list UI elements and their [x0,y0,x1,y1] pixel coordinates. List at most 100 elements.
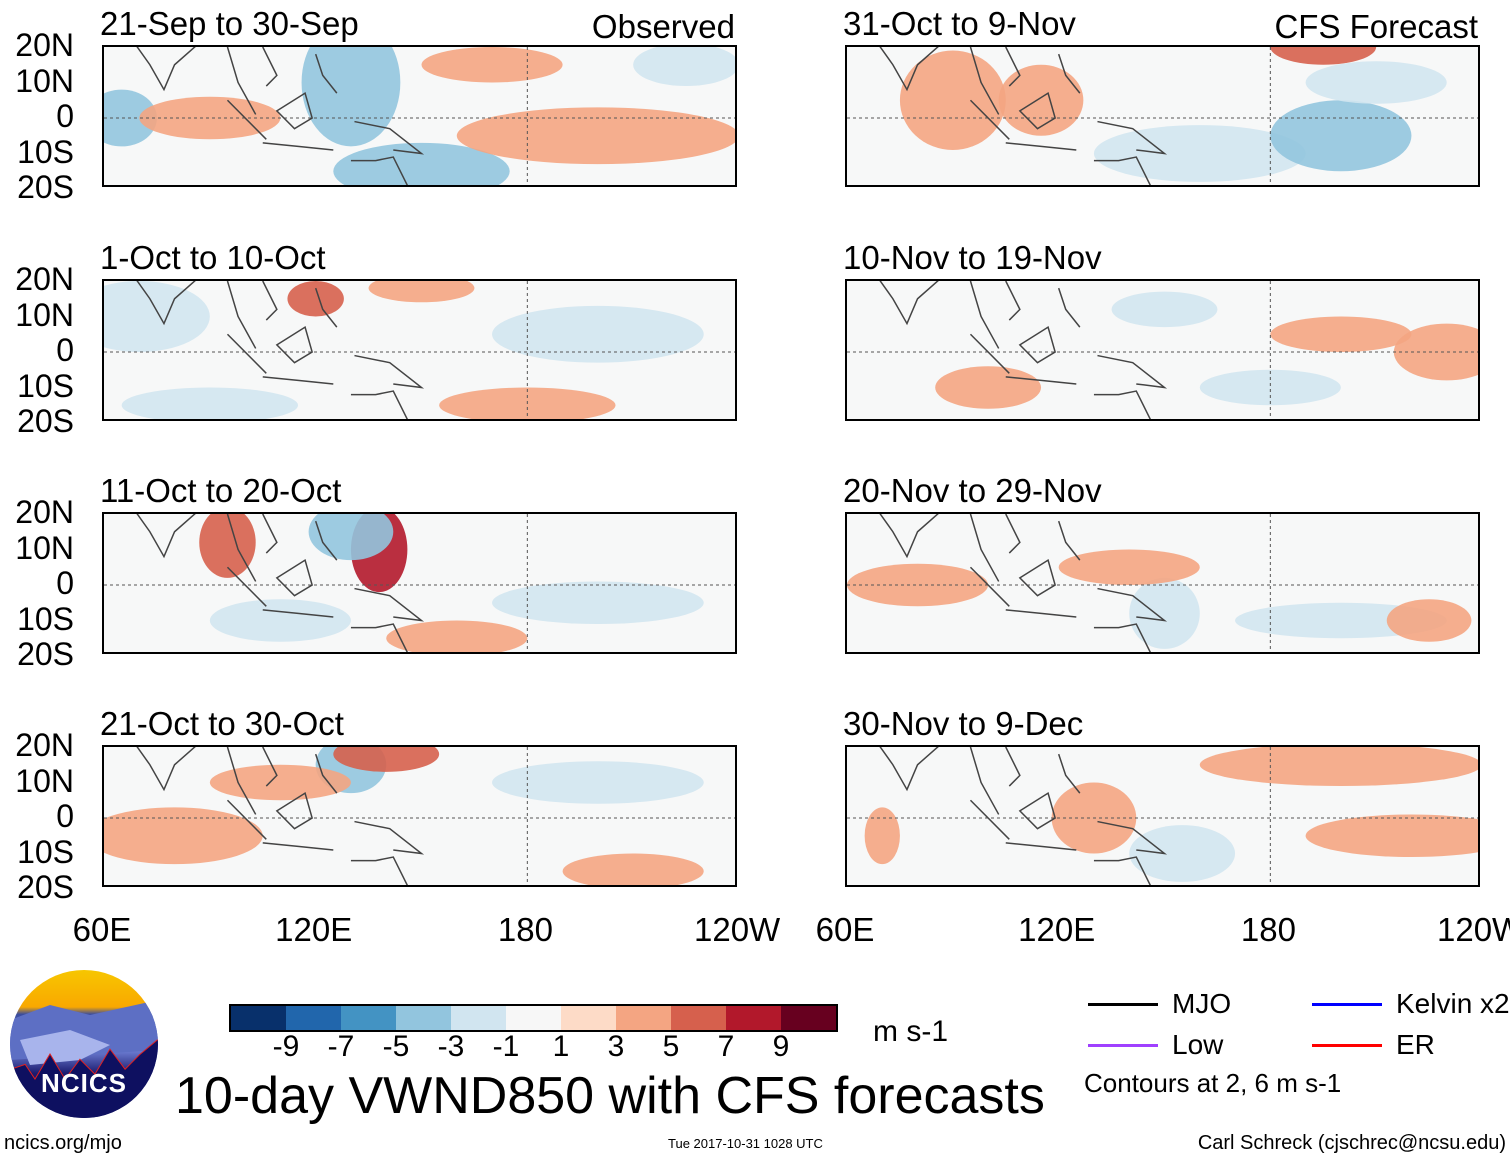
x-tick-label: 120E [1018,911,1096,948]
legend-label: ER [1396,1029,1435,1060]
x-tick-label: 180 [1240,911,1296,948]
colorbar-swatch [396,1006,451,1030]
anomaly-region [492,761,704,804]
y-tick-label: 10N [15,529,74,566]
panel-title: 21-Sep to 30-Sep [100,5,359,42]
y-tick-label: 20S [17,869,74,905]
panel-tag: Observed [591,8,735,45]
anomaly-region [633,47,735,87]
footer-author: Carl Schreck (cjschrec@ncsu.edu) [1197,1132,1506,1154]
legend-label: MJO [1172,988,1232,1019]
coastline [136,747,425,885]
legend-label: Kelvin x2 [1396,988,1510,1019]
panel-title: 1-Oct to 10-Oct [100,239,326,276]
x-tick-label: 60E [815,911,875,948]
anomaly-region [847,563,989,607]
colorbar-swatch [671,1006,726,1030]
y-tick-label: 20N [15,27,74,63]
anomaly-region [1386,599,1472,642]
y-tick-label: 20S [17,636,74,672]
map-panel [102,279,737,421]
coastline [879,281,1168,419]
colorbar-swatch [616,1006,671,1030]
colorbar-swatch [286,1006,341,1030]
panel-tag: CFS Forecast [1274,8,1478,45]
colorbar-tick: 1 [552,1030,570,1063]
y-tick-label: 10N [15,762,74,799]
coastline [879,747,1168,885]
footer-timestamp: Tue 2017-10-31 1028 UTC [668,1136,823,1151]
y-tick-label: 10N [15,62,74,99]
colorbar-tick: 3 [607,1030,625,1063]
x-tick-label: 120W [693,911,781,948]
colorbar [229,1004,838,1032]
anomaly-region [209,764,351,801]
coastline [136,281,425,419]
anomaly-region [998,64,1084,136]
map-panel [102,45,737,187]
anomaly-region [1305,61,1447,104]
anomaly-region [1199,747,1478,787]
y-tick-label: 20N [15,494,74,530]
y-tick-label: 10S [17,367,74,404]
colorbar-tick: 7 [717,1030,735,1063]
anomaly-region [1199,369,1341,406]
legend-line-er [1312,1044,1382,1047]
y-tick-label: 20N [15,261,74,297]
y-tick-label: 10S [17,833,74,870]
x-tick-label: 60E [72,911,132,948]
colorbar-swatch [506,1006,561,1030]
ncics-logo: NCICS [10,970,158,1118]
colorbar-tick: -3 [437,1030,465,1063]
colorbar-swatch [781,1006,836,1030]
anomaly-region [492,581,704,625]
anomaly-region [1305,814,1478,858]
y-tick-label: 10N [15,296,74,333]
anomaly-region [333,747,440,772]
coastline [879,47,1168,185]
y-tick-label: 0 [56,798,74,834]
legend-line-low [1088,1044,1158,1047]
footer-url[interactable]: ncics.org/mjo [4,1132,122,1154]
panel-title: 11-Oct to 20-Oct [100,472,342,509]
map-panel [845,745,1480,887]
anomaly-region [301,47,401,147]
x-tick-label: 120E [275,911,353,948]
anomaly-region [1270,100,1412,172]
map-panel [102,745,737,887]
anomaly-region [121,387,299,419]
anomaly-region [421,47,563,83]
y-tick-label: 0 [56,565,74,601]
map-panel [845,45,1480,187]
anomaly-region [199,514,256,578]
panel-title: 20-Nov to 29-Nov [843,472,1102,509]
y-tick-label: 10S [17,600,74,637]
coastline [879,514,1168,652]
anomaly-region [308,514,394,561]
colorbar-tick: -7 [327,1030,355,1063]
anomaly-region [864,807,900,865]
anomaly-region [333,142,510,185]
anomaly-region [492,305,704,363]
anomaly-region [1058,549,1200,585]
colorbar-swatch [231,1006,286,1030]
anomaly-region [1270,316,1412,352]
map-panel [845,512,1480,654]
panel-title: 30-Nov to 9-Dec [843,705,1084,742]
colorbar-units: m s-1 [873,1015,948,1048]
y-tick-label: 0 [56,98,74,134]
y-tick-label: 20N [15,727,74,763]
figure-title: 10-day VWND850 with CFS forecasts [175,1067,1045,1125]
colorbar-swatch [561,1006,616,1030]
anomaly-region [1270,47,1377,65]
anomaly-region [1111,291,1218,328]
logo-text: NCICS [41,1068,127,1098]
map-panel [102,512,737,654]
anomaly-region [209,599,351,642]
colorbar-swatch [451,1006,506,1030]
anomaly-region [1129,577,1200,649]
anomaly-region [386,620,528,652]
map-panel [845,279,1480,421]
y-tick-label: 10S [17,133,74,170]
coastline [136,47,425,185]
